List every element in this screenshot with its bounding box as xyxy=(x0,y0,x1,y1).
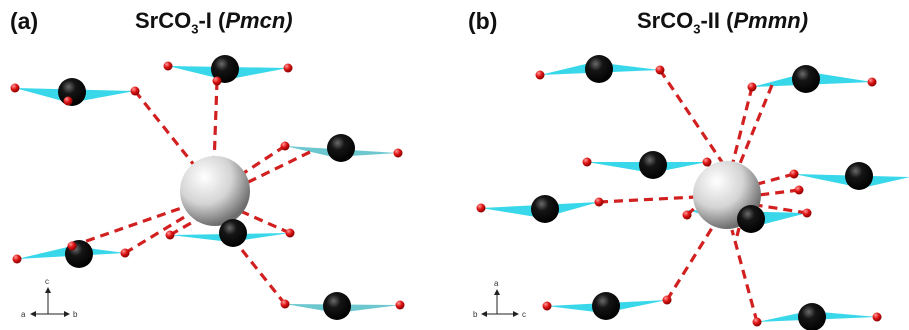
carbon-atom xyxy=(211,55,239,83)
oxygen-atom xyxy=(280,141,290,151)
sr-o-bond xyxy=(758,188,800,197)
sr-o-bond xyxy=(737,84,774,167)
oxygen-atom xyxy=(395,300,405,310)
formula-main-a: SrCO xyxy=(135,8,192,33)
carbon-atom xyxy=(219,219,247,247)
oxygen-atom xyxy=(872,312,882,322)
panel-title-b: SrCO3-II (Pmmn) xyxy=(637,8,808,36)
sr-o-bond xyxy=(71,203,191,248)
sr-o-bond xyxy=(212,80,219,166)
carbon-atom xyxy=(792,65,820,93)
strontium-atom xyxy=(180,156,250,226)
oxygen-atom xyxy=(535,70,545,80)
oxygen-atom xyxy=(393,148,403,158)
axis-label-right: c xyxy=(522,310,526,319)
oxygen-atom xyxy=(582,157,592,167)
panel-title-a: SrCO3-I (Pmcn) xyxy=(135,8,293,36)
phase-b: -II ( xyxy=(700,8,734,33)
oxygen-atoms-a xyxy=(10,61,405,310)
oxygen-atom xyxy=(10,83,20,93)
sr-o-bond xyxy=(665,227,714,301)
space-group-b: Pmmn xyxy=(733,8,801,33)
oxygen-atom xyxy=(212,76,222,86)
title-close-b: ) xyxy=(800,8,809,33)
structure-a: c a b xyxy=(10,55,405,320)
carbon-atoms-a xyxy=(58,55,355,320)
carbon-atom xyxy=(592,292,620,320)
oxygen-atom xyxy=(655,65,665,75)
oxygen-atom xyxy=(662,295,672,305)
oxygen-atom xyxy=(752,317,762,327)
carbon-atoms-b xyxy=(531,55,873,330)
carbon-atom xyxy=(798,303,826,330)
panel-a: (a) SrCO3-I (Pmcn) xyxy=(0,0,454,330)
sr-o-bond xyxy=(133,90,200,171)
oxygen-atom xyxy=(682,210,692,220)
carbon-atom xyxy=(323,292,351,320)
formula-sub-a: 3 xyxy=(191,21,199,37)
sr-o-bond xyxy=(755,203,808,215)
sr-o-bond xyxy=(753,172,795,187)
axis-indicator-b: a b c xyxy=(473,279,526,319)
oxygen-atom xyxy=(594,197,604,207)
sr-o-bond xyxy=(730,229,759,323)
oxygen-atom xyxy=(794,185,804,195)
oxygen-atom xyxy=(120,248,130,258)
axis-label-left: b xyxy=(473,310,478,319)
oxygen-atom xyxy=(476,203,486,213)
oxygen-atom xyxy=(747,82,757,92)
sr-o-bond xyxy=(229,144,286,184)
oxygen-atom xyxy=(63,96,73,106)
axis-label-up: a xyxy=(494,279,499,288)
oxygen-atom xyxy=(165,230,175,240)
panel-b: (b) SrCO3-II (Pmmn) xyxy=(454,0,909,330)
sr-o-bond xyxy=(735,227,741,237)
formula-main-b: SrCO xyxy=(637,8,694,33)
oxygen-atom xyxy=(283,63,293,73)
sr-o-bond xyxy=(730,86,754,167)
axis-label-left: a xyxy=(21,310,26,319)
axis-label-right: b xyxy=(73,310,78,319)
oxygen-atoms-b xyxy=(476,65,882,327)
oxygen-atom xyxy=(163,61,173,71)
oxygen-atom xyxy=(542,301,552,311)
oxygen-atom xyxy=(702,157,712,167)
oxygen-atom xyxy=(802,208,812,218)
oxygen-atom xyxy=(67,241,77,251)
axis-indicator-a: c a b xyxy=(21,277,78,319)
sr-o-bonds-b xyxy=(598,69,808,323)
axis-label-up: c xyxy=(45,277,49,286)
structure-b: a b c xyxy=(473,55,909,330)
oxygen-atom xyxy=(789,169,799,179)
carbon-atom xyxy=(845,162,873,190)
carbon-atom xyxy=(531,195,559,223)
formula-sub-b: 3 xyxy=(693,21,701,37)
sr-o-bond xyxy=(658,69,728,169)
phase-a: -I ( xyxy=(198,8,226,33)
oxygen-atom xyxy=(130,86,140,96)
sr-o-bond xyxy=(598,195,697,204)
title-close-a: ) xyxy=(285,8,293,33)
oxygen-atom xyxy=(285,228,295,238)
sr-o-bond xyxy=(237,208,291,235)
carbon-atom xyxy=(327,134,355,162)
space-group-a: Pmcn xyxy=(225,8,286,33)
carbon-atom xyxy=(737,205,765,233)
oxygen-atom xyxy=(280,299,290,309)
oxygen-atom xyxy=(12,254,22,264)
carbon-atom xyxy=(639,151,667,179)
panel-label-a: (a) xyxy=(10,8,39,34)
oxygen-atom xyxy=(867,77,877,87)
carbon-atom xyxy=(585,55,613,83)
panel-label-b: (b) xyxy=(468,8,498,34)
